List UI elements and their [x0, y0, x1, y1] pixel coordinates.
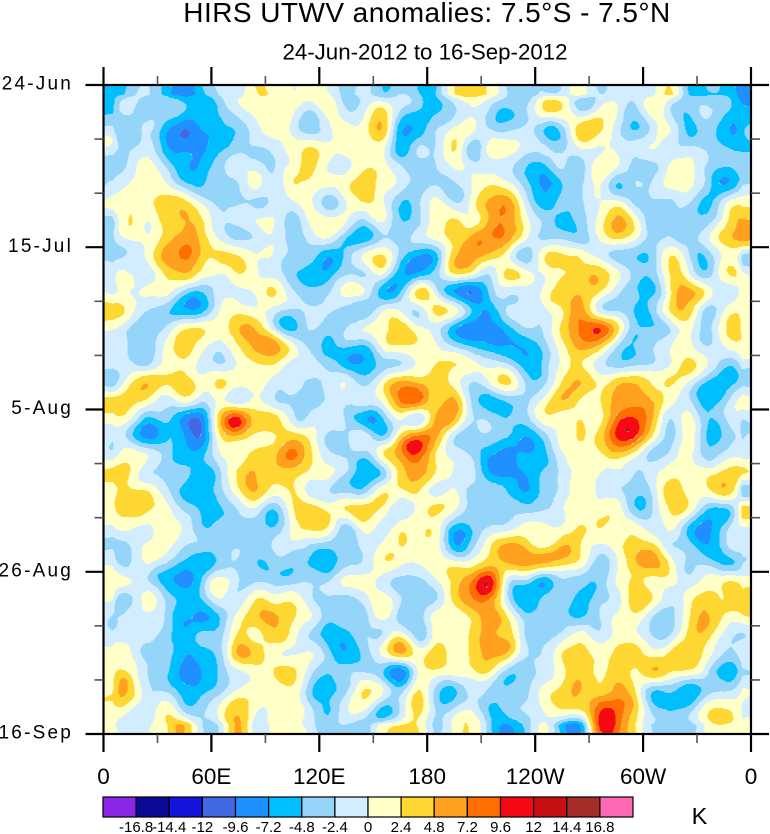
svg-text:120E: 120E: [293, 764, 346, 789]
svg-text:2.4: 2.4: [391, 819, 412, 834]
svg-text:-2.4: -2.4: [322, 819, 348, 834]
svg-text:0: 0: [364, 819, 372, 834]
svg-text:-14.4: -14.4: [152, 819, 186, 834]
svg-text:-4.8: -4.8: [289, 819, 315, 834]
svg-text:24-Jun-2012 to 16-Sep-2012: 24-Jun-2012 to 16-Sep-2012: [282, 40, 567, 65]
svg-text:15-Jul: 15-Jul: [8, 236, 73, 257]
svg-text:26-Aug: 26-Aug: [0, 560, 73, 581]
svg-text:7.2: 7.2: [457, 819, 478, 834]
svg-text:-16.8: -16.8: [119, 819, 153, 834]
svg-text:12: 12: [525, 819, 542, 834]
svg-text:5-Aug: 5-Aug: [11, 398, 73, 419]
svg-text:16-Sep: 16-Sep: [0, 723, 73, 744]
svg-text:60W: 60W: [620, 764, 667, 789]
svg-text:120W: 120W: [506, 764, 566, 789]
svg-text:-12: -12: [192, 819, 214, 834]
svg-text:16.8: 16.8: [585, 819, 614, 834]
svg-text:180: 180: [408, 764, 446, 789]
svg-text:60E: 60E: [191, 764, 231, 789]
svg-text:0: 0: [97, 764, 110, 789]
svg-text:4.8: 4.8: [424, 819, 445, 834]
svg-text:0: 0: [745, 764, 758, 789]
svg-text:9.6: 9.6: [490, 819, 511, 834]
svg-text:HIRS UTWV anomalies: 7.5°S - 7: HIRS UTWV anomalies: 7.5°S - 7.5°N: [183, 0, 670, 28]
svg-text:24-Jun: 24-Jun: [2, 74, 73, 95]
svg-text:14.4: 14.4: [552, 819, 581, 834]
svg-text:-9.6: -9.6: [223, 819, 249, 834]
svg-text:-7.2: -7.2: [256, 819, 282, 834]
svg-text:K: K: [692, 803, 708, 829]
